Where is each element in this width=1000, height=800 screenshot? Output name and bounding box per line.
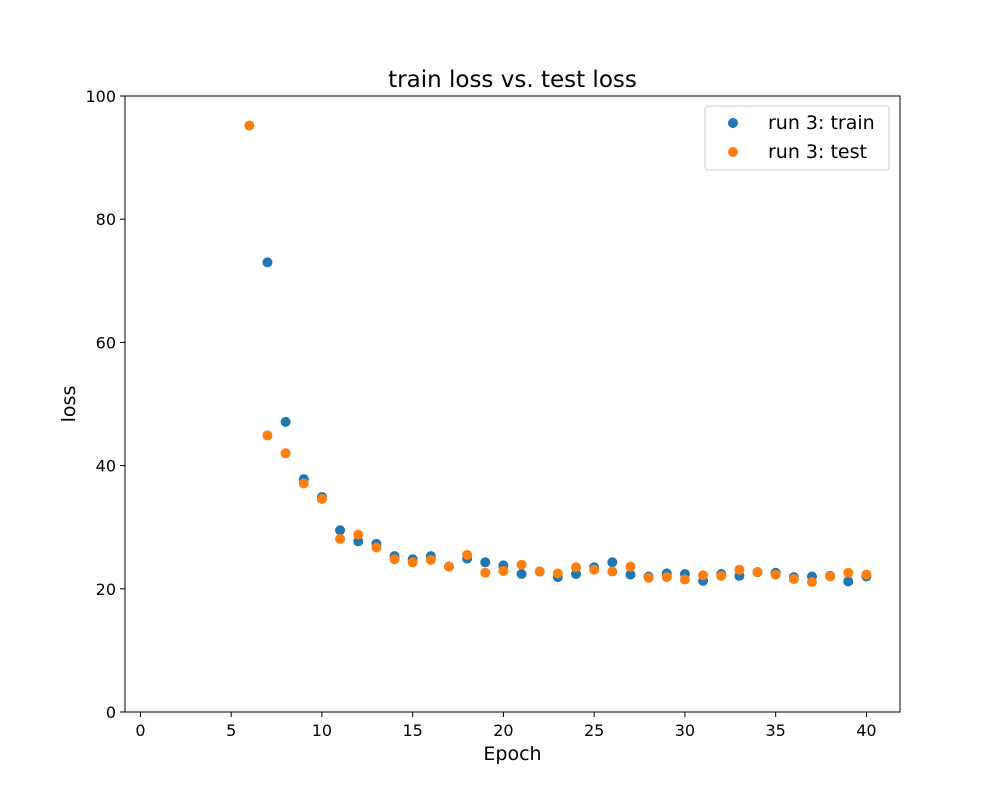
axis-ticks: 0 5 10 15 20 25 30 35 40 0 20 40 60 80 100 [85, 87, 876, 740]
train-point [280, 416, 291, 427]
test-point [770, 569, 781, 580]
test-point [480, 567, 491, 578]
test-point [643, 572, 654, 583]
test-point [371, 542, 382, 553]
train-point [480, 557, 491, 568]
test-point [806, 577, 817, 588]
x-tick-label: 35 [765, 721, 785, 740]
test-point [843, 567, 854, 578]
legend-label-test: run 3: test [768, 141, 867, 163]
y-axis-label: loss [58, 386, 80, 423]
test-point [788, 573, 799, 584]
x-tick-label: 30 [675, 721, 695, 740]
test-point [262, 430, 273, 441]
test-point [679, 574, 690, 585]
x-tick-label: 5 [226, 721, 236, 740]
test-point [353, 529, 364, 540]
test-point [734, 564, 745, 575]
x-tick-label: 15 [402, 721, 422, 740]
legend: run 3: train run 3: test [704, 105, 890, 171]
legend-marker-train [728, 118, 738, 128]
train-point [262, 257, 273, 268]
y-tick-label: 0 [106, 703, 116, 722]
train-point [335, 525, 346, 536]
test-point [443, 561, 454, 572]
test-point [516, 559, 527, 570]
y-tick-label: 40 [96, 457, 116, 476]
x-tick-label: 25 [584, 721, 604, 740]
x-tick-label: 40 [856, 721, 876, 740]
legend-label-train: run 3: train [768, 112, 875, 134]
train-point [607, 557, 618, 568]
test-point [552, 568, 563, 579]
test-point [407, 557, 418, 568]
x-tick-label: 20 [493, 721, 513, 740]
train-point [625, 569, 636, 580]
test-point [861, 569, 872, 580]
y-tick-label: 100 [85, 87, 116, 106]
test-point [716, 570, 727, 581]
test-point [335, 533, 346, 544]
y-tick-label: 20 [96, 580, 116, 599]
test-point [425, 554, 436, 565]
test-point [298, 478, 309, 489]
train-point [516, 569, 527, 580]
test-point [698, 570, 709, 581]
test-point [462, 549, 473, 560]
test-point [571, 562, 582, 573]
x-tick-label: 0 [135, 721, 145, 740]
test-point [661, 572, 672, 583]
test-point [498, 565, 509, 576]
test-point [534, 566, 545, 577]
chart-title: train loss vs. test loss [388, 67, 637, 93]
test-point [607, 566, 618, 577]
test-point [316, 493, 327, 504]
train-point [843, 576, 854, 587]
test-point [625, 561, 636, 572]
data-points [244, 120, 872, 588]
test-point [280, 448, 291, 459]
x-tick-label: 10 [312, 721, 332, 740]
x-axis-label: Epoch [483, 743, 541, 765]
test-point [589, 564, 600, 575]
test-point [389, 554, 400, 565]
test-point [825, 571, 836, 582]
y-tick-label: 60 [96, 333, 116, 352]
legend-frame [704, 105, 890, 171]
y-tick-label: 80 [96, 210, 116, 229]
series-test [244, 120, 872, 588]
test-point [244, 120, 255, 131]
test-point [752, 567, 763, 578]
plot-frame [124, 95, 901, 713]
legend-marker-test [728, 147, 738, 157]
